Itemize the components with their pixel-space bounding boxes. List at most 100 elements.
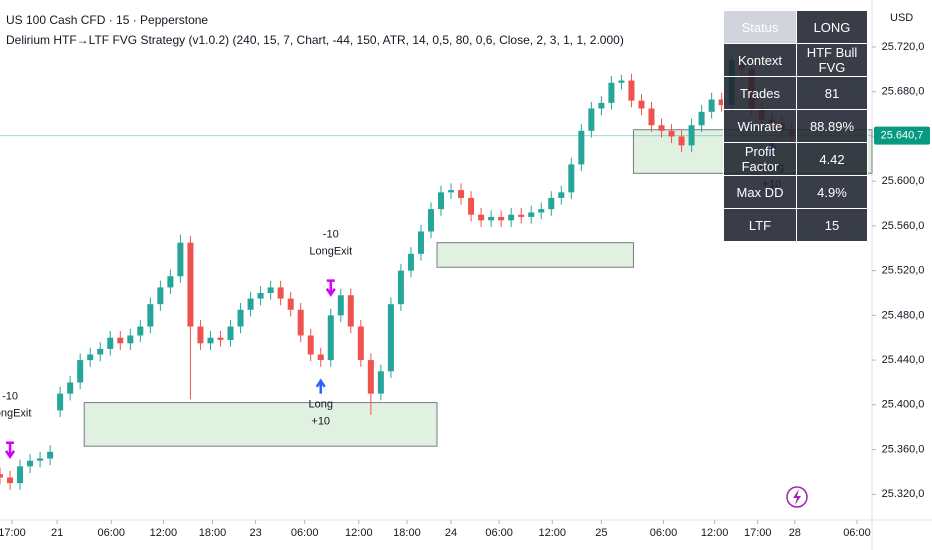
stat-label: Profit Factor — [723, 142, 797, 176]
candle-body — [17, 466, 24, 484]
candle-body — [478, 214, 485, 221]
alert-bolt — [793, 489, 801, 505]
candle-body — [417, 231, 424, 254]
candle-body — [207, 337, 214, 344]
signal: Long +10 — [308, 378, 333, 428]
signal-arrow — [4, 441, 16, 460]
signal-arrow — [325, 279, 336, 297]
candle-body — [287, 298, 294, 310]
candle-body — [327, 315, 334, 361]
x-tick-label: 24 — [445, 527, 457, 539]
stat-label: Winrate — [723, 109, 797, 143]
currency[interactable]: USD — [890, 12, 914, 24]
x-tick-label: 06:00 — [843, 527, 871, 539]
x-tick-label: 28 — [789, 527, 801, 539]
table-row: Max DD 4.9% — [723, 175, 868, 209]
y-tick-label: 25.680,0 — [882, 86, 925, 98]
candle-body — [658, 125, 665, 131]
stat-value: 81 — [796, 76, 868, 110]
x-tick-label: 21 — [51, 527, 63, 539]
x-tick-label: 23 — [249, 527, 261, 539]
candle-body — [377, 371, 384, 394]
candle-body — [668, 130, 675, 137]
candle-body — [528, 212, 535, 217]
x-tick-label: 12:00 — [539, 527, 567, 539]
symbol: US 100 Cash CFD · 15 · Pepperstone — [6, 13, 209, 27]
candle-body — [217, 337, 224, 340]
candle-body — [678, 136, 685, 146]
candle-body — [347, 295, 354, 327]
candle-body — [277, 287, 284, 299]
stat-value: 4.42 — [796, 142, 868, 176]
candle-body — [718, 99, 725, 106]
candle-body — [47, 451, 54, 459]
table-row: Status LONG — [723, 10, 868, 44]
table-row: Kontext HTF Bull FVG — [723, 43, 868, 77]
table-row: Profit Factor 4.42 — [723, 142, 868, 176]
last-price-box — [874, 126, 930, 145]
stat-value: LONG — [796, 10, 868, 44]
candle-body — [337, 295, 344, 316]
signal-arrow — [315, 378, 326, 394]
y-tick-label: 25.440,0 — [882, 354, 925, 366]
candle-body — [97, 348, 104, 355]
candle-body — [688, 125, 695, 146]
stat-label: Status — [723, 10, 797, 44]
fvg-zone — [436, 242, 634, 268]
table-row: Trades 81 — [723, 76, 868, 110]
candle-body — [7, 477, 14, 484]
fvg-zone — [83, 402, 438, 447]
x-tick-label: 06:00 — [97, 527, 125, 539]
stat-value: 4.9% — [796, 175, 868, 209]
candle-body — [548, 197, 555, 210]
indicator: Delirium HTF→LTF FVG Strategy (v1.0.2) (… — [6, 33, 624, 47]
x-tick-label: 17:00 — [0, 527, 26, 539]
stat-label: Trades — [723, 76, 797, 110]
y-tick-label: 25.480,0 — [882, 309, 925, 321]
x-tick-label: 06:00 — [485, 527, 513, 539]
y-tick-label: 25.720,0 — [882, 41, 925, 53]
stat-value: 15 — [796, 208, 868, 242]
signal-label: Long — [308, 399, 332, 411]
candle-body — [708, 99, 715, 112]
candle-body — [317, 354, 324, 361]
candle-body — [297, 309, 304, 336]
table-row: Winrate 88.89% — [723, 109, 868, 143]
x-tick-label: 25 — [595, 527, 607, 539]
candle-body — [448, 190, 455, 193]
alert-icon[interactable] — [786, 486, 808, 508]
x-tick-label: 06:00 — [291, 527, 319, 539]
x-tick-label: 06:00 — [650, 527, 678, 539]
candle-body — [618, 80, 625, 83]
candle-body — [167, 276, 174, 288]
last-price-label: 25.640,7 — [881, 130, 924, 142]
candle-body — [67, 382, 74, 394]
signal: -10 LongExit — [0, 391, 31, 460]
candle-body — [107, 337, 114, 349]
candle-body — [498, 216, 505, 221]
candle-body — [157, 287, 164, 305]
candle-body — [397, 270, 404, 305]
candle-body — [578, 130, 585, 165]
candle-body — [357, 326, 364, 361]
candle-body — [247, 298, 254, 310]
candle-body — [127, 335, 134, 344]
stat-value: HTF Bull FVG — [796, 43, 868, 77]
candle-body — [147, 304, 154, 327]
candle-body — [648, 108, 655, 126]
stats-table: Status LONG Kontext HTF Bull FVG Trades 81 Win… — [723, 10, 868, 242]
candle-body — [227, 326, 234, 340]
candle-body — [117, 337, 124, 344]
y-tick-label: 25.520,0 — [882, 265, 925, 277]
candle-body — [558, 192, 565, 198]
signal-label: LongExit — [309, 246, 352, 258]
candle-body — [307, 335, 314, 355]
signal-label: +10 — [311, 416, 330, 428]
stat-label: LTF — [723, 208, 797, 242]
candle-body — [488, 216, 495, 221]
stat-value: 88.89% — [796, 109, 868, 143]
candle-body — [77, 360, 84, 383]
x-tick-label: 17:00 — [744, 527, 772, 539]
x-tick-label: 18:00 — [393, 527, 421, 539]
table-row: LTF 15 — [723, 208, 868, 242]
